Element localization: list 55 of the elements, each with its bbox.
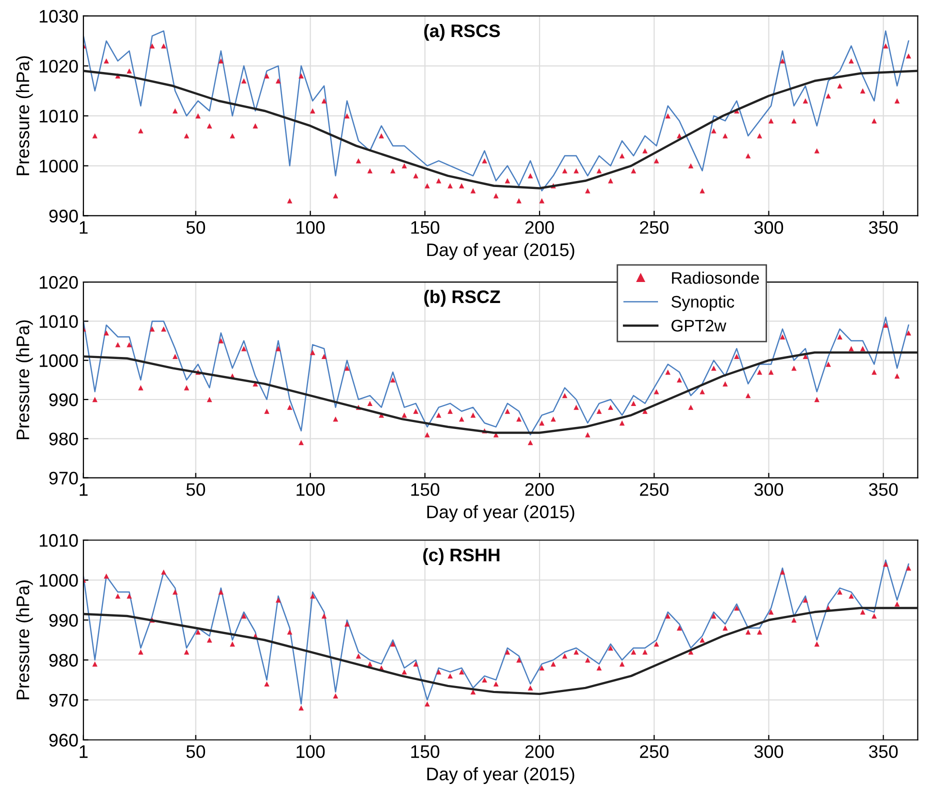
x-tick-label: 50 xyxy=(186,221,206,234)
x-tick-label: 250 xyxy=(640,745,669,758)
y-tick-label: 1010 xyxy=(40,315,78,328)
chart-title: (b) RSCZ xyxy=(424,290,500,307)
x-tick-label: 250 xyxy=(640,221,669,234)
y-tick-label: 1010 xyxy=(40,534,78,547)
x-tick-label: 350 xyxy=(868,483,898,496)
y-axis-title: Pressure (hPa) xyxy=(16,56,33,176)
x-tick-label: 200 xyxy=(525,221,554,234)
y-tick-label: 960 xyxy=(49,734,78,747)
x-tick-label: 100 xyxy=(296,221,325,234)
y-tick-label: 990 xyxy=(49,393,78,406)
x-tick-label: 1 xyxy=(80,483,88,496)
legend-label: GPT2w xyxy=(672,320,726,332)
x-tick-label: 350 xyxy=(868,745,898,758)
y-tick-label: 1000 xyxy=(40,574,78,587)
y-axis-title: Pressure (hPa) xyxy=(16,580,33,700)
x-tick-label: 300 xyxy=(754,221,784,234)
y-tick-label: 1020 xyxy=(40,60,78,73)
x-tick-label: 250 xyxy=(640,483,669,496)
x-tick-label: 300 xyxy=(754,483,784,496)
x-tick-label: 150 xyxy=(411,221,440,234)
chart-title: (c) RSHH xyxy=(423,548,500,565)
x-tick-label: 200 xyxy=(525,745,554,758)
x-tick-label: 200 xyxy=(525,483,554,496)
x-tick-label: 350 xyxy=(868,221,898,234)
x-axis-title: Day of year (2015) xyxy=(427,767,574,784)
y-tick-label: 1000 xyxy=(40,160,78,173)
x-tick-label: 150 xyxy=(411,483,440,496)
x-tick-label: 50 xyxy=(186,745,206,758)
y-tick-label: 980 xyxy=(49,654,78,667)
y-tick-label: 970 xyxy=(49,694,78,707)
legend-label: Radiosonde xyxy=(672,272,759,284)
y-axis-title: Pressure (hPa) xyxy=(16,320,33,440)
x-tick-label: 150 xyxy=(411,745,440,758)
y-tick-label: 1030 xyxy=(40,10,78,23)
x-tick-label: 100 xyxy=(296,483,325,496)
x-tick-label: 100 xyxy=(296,745,325,758)
y-tick-label: 1010 xyxy=(40,110,78,123)
line-series xyxy=(83,606,918,696)
y-tick-label: 1020 xyxy=(40,276,78,289)
chart-title: (a) RSCS xyxy=(424,24,500,41)
y-tick-label: 990 xyxy=(49,210,78,222)
x-tick-label: 1 xyxy=(80,745,88,758)
legend-label: Synoptic xyxy=(671,295,734,312)
x-tick-label: 1 xyxy=(80,221,88,234)
y-tick-label: 990 xyxy=(49,614,78,627)
x-tick-label: 50 xyxy=(186,483,206,496)
y-tick-label: 1000 xyxy=(40,354,78,368)
x-axis-title: Day of year (2015) xyxy=(427,242,574,260)
x-axis-title: Day of year (2015) xyxy=(427,505,574,522)
y-tick-label: 980 xyxy=(49,432,78,446)
line-series xyxy=(83,70,918,190)
y-tick-label: 970 xyxy=(49,472,78,485)
x-tick-label: 300 xyxy=(754,745,784,758)
